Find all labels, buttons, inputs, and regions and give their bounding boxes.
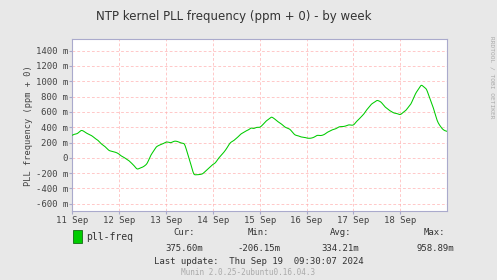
Text: 958.89m: 958.89m	[416, 244, 454, 253]
Text: RRDTOOL / TOBI OETIKER: RRDTOOL / TOBI OETIKER	[490, 36, 495, 119]
Text: 334.21m: 334.21m	[322, 244, 359, 253]
Text: 375.60m: 375.60m	[165, 244, 203, 253]
Y-axis label: PLL frequency (ppm + 0): PLL frequency (ppm + 0)	[24, 65, 33, 186]
Text: Cur:: Cur:	[173, 228, 195, 237]
Text: Last update:  Thu Sep 19  09:30:07 2024: Last update: Thu Sep 19 09:30:07 2024	[154, 257, 363, 266]
Text: Max:: Max:	[424, 228, 446, 237]
Text: Avg:: Avg:	[330, 228, 351, 237]
Text: -206.15m: -206.15m	[237, 244, 280, 253]
Text: NTP kernel PLL frequency (ppm + 0) - by week: NTP kernel PLL frequency (ppm + 0) - by …	[96, 10, 371, 23]
Text: Min:: Min:	[248, 228, 269, 237]
Text: Munin 2.0.25-2ubuntu0.16.04.3: Munin 2.0.25-2ubuntu0.16.04.3	[181, 268, 316, 277]
Text: pll-freq: pll-freq	[86, 232, 133, 242]
